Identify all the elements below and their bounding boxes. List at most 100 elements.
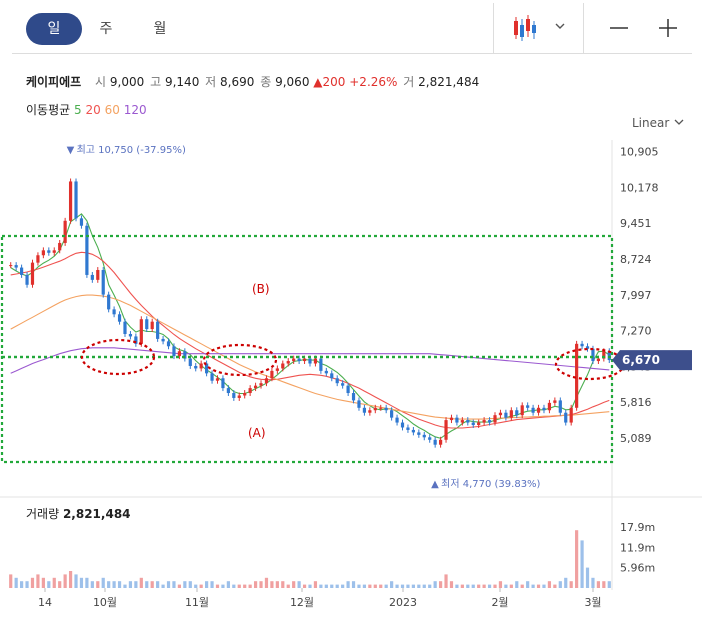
chart-type-button[interactable] bbox=[508, 11, 572, 45]
zoom-out-button[interactable] bbox=[606, 11, 632, 45]
volume-bar bbox=[324, 584, 328, 588]
candle-body bbox=[292, 358, 296, 362]
candle-body bbox=[417, 432, 421, 435]
candle-body bbox=[455, 417, 459, 423]
volume-bar bbox=[221, 584, 225, 588]
volume-bar bbox=[117, 581, 122, 588]
low-price-annotation: 최저 4,770 (39.83%) bbox=[441, 478, 540, 490]
volume-bar bbox=[509, 584, 513, 588]
close-value: 9,060 bbox=[275, 75, 310, 89]
volume-bar bbox=[232, 584, 236, 588]
candle-body bbox=[602, 351, 606, 359]
volume-bar bbox=[460, 584, 464, 588]
volume-bar bbox=[166, 581, 171, 588]
volume-bar bbox=[373, 584, 377, 588]
volume-panel-title: 거래량 2,821,484 bbox=[26, 505, 131, 522]
annotation-ellipse bbox=[80, 338, 156, 376]
volume-bar bbox=[248, 584, 252, 588]
volume-bar bbox=[286, 584, 290, 588]
candle-body bbox=[422, 434, 426, 438]
candle-body bbox=[558, 400, 562, 413]
volume-bar bbox=[188, 581, 192, 588]
volume-bar bbox=[156, 581, 160, 588]
candle-body bbox=[591, 348, 595, 362]
candle-body bbox=[308, 358, 312, 364]
high-marker-icon: ▼ bbox=[67, 145, 75, 156]
volume-bar bbox=[493, 584, 497, 588]
candle-body bbox=[607, 351, 611, 361]
candle-body bbox=[313, 358, 318, 364]
volume-bar bbox=[368, 584, 372, 588]
ma-60-label: 60 bbox=[104, 103, 120, 117]
candle-body bbox=[112, 309, 116, 315]
candle-body bbox=[373, 407, 377, 411]
low-marker-icon: ▲ bbox=[431, 479, 439, 490]
candle-body bbox=[297, 358, 301, 362]
candle-body bbox=[14, 265, 18, 268]
volume-bar bbox=[128, 581, 133, 588]
candle-body bbox=[123, 321, 127, 334]
candle-body bbox=[25, 274, 29, 285]
volume-bar bbox=[580, 540, 584, 588]
candle-body bbox=[264, 378, 269, 384]
tab-month[interactable]: 월 bbox=[153, 21, 167, 37]
x-tick-label: 14 bbox=[38, 596, 52, 609]
price-tick-label: 5,816 bbox=[620, 396, 652, 409]
candle-body bbox=[253, 385, 258, 389]
candle-body bbox=[395, 417, 399, 423]
volume-bar bbox=[526, 581, 530, 588]
candle-body bbox=[188, 358, 192, 366]
volume-bar bbox=[346, 581, 350, 588]
volume-bar bbox=[36, 574, 40, 588]
scale-dropdown[interactable]: Linear bbox=[632, 116, 685, 130]
candle-body bbox=[428, 437, 432, 440]
volume-bar bbox=[9, 574, 13, 588]
volume-bar bbox=[531, 584, 535, 588]
candle-body bbox=[205, 363, 209, 374]
volume-bar bbox=[112, 581, 116, 588]
volume-bar bbox=[63, 574, 67, 588]
candle-body bbox=[596, 358, 600, 362]
candle-body bbox=[41, 250, 45, 256]
volume-bar bbox=[400, 584, 405, 588]
ma-5-label: 5 bbox=[74, 103, 82, 117]
candle-body bbox=[183, 351, 187, 359]
volume-bar bbox=[313, 581, 318, 588]
candle-body bbox=[90, 274, 94, 280]
candle-body bbox=[150, 321, 154, 330]
volume-bar bbox=[253, 581, 258, 588]
volume-bar bbox=[564, 577, 568, 588]
high-price-annotation: 최고 10,750 (-37.95%) bbox=[77, 144, 186, 156]
candle-body bbox=[324, 370, 328, 374]
tab-week[interactable]: 주 bbox=[99, 21, 113, 37]
volume-bar bbox=[275, 581, 279, 588]
close-label: 종 bbox=[260, 75, 272, 89]
change-percent: +2.26% bbox=[349, 75, 398, 89]
volume-bar bbox=[351, 581, 356, 588]
tab-day[interactable]: 일 bbox=[26, 13, 82, 45]
candle-body bbox=[275, 368, 279, 371]
volume-bar bbox=[20, 581, 24, 588]
candle-body bbox=[564, 412, 568, 423]
candle-body bbox=[379, 407, 383, 409]
candle-body bbox=[286, 361, 290, 364]
volume-bar bbox=[30, 577, 35, 588]
candle-body bbox=[68, 181, 73, 221]
price-tick-label: 10,905 bbox=[620, 146, 659, 159]
volume-bar bbox=[542, 584, 546, 588]
candle-body bbox=[341, 383, 345, 386]
volume-bar bbox=[341, 584, 345, 588]
volume-bar bbox=[515, 581, 519, 588]
open-label: 시 bbox=[95, 75, 107, 89]
zoom-in-button[interactable] bbox=[655, 11, 681, 45]
volume-bar bbox=[145, 581, 149, 588]
candle-body bbox=[166, 341, 171, 347]
candle-body bbox=[248, 388, 252, 394]
annotation-label-b: (B) bbox=[252, 282, 270, 296]
volume-bar bbox=[444, 574, 448, 588]
moving-average-legend[interactable]: 이동평균 5 20 60 120 bbox=[26, 101, 147, 118]
ma-60-line bbox=[10, 294, 610, 420]
ma-label: 이동평균 bbox=[26, 103, 71, 117]
volume-bar bbox=[357, 584, 361, 588]
